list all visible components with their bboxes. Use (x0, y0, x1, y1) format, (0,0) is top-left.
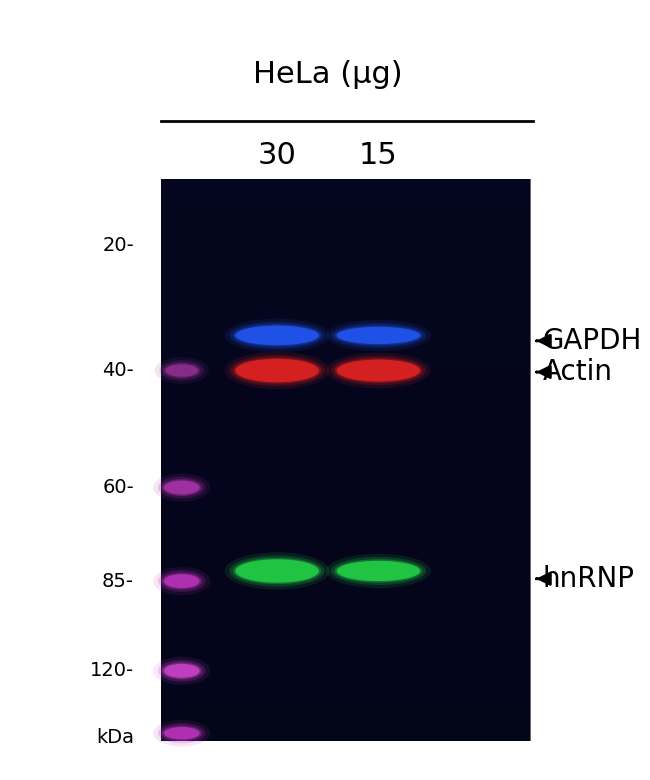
Ellipse shape (158, 723, 205, 743)
Ellipse shape (155, 357, 209, 384)
Ellipse shape (165, 364, 198, 377)
Text: 15: 15 (359, 141, 398, 171)
Text: 20-: 20- (102, 236, 134, 255)
Ellipse shape (229, 355, 325, 386)
Ellipse shape (337, 327, 420, 344)
Ellipse shape (337, 360, 420, 381)
Text: GAPDH: GAPDH (537, 327, 642, 355)
Ellipse shape (235, 559, 319, 583)
Ellipse shape (233, 357, 321, 384)
Ellipse shape (153, 473, 211, 502)
Bar (161, 179, 530, 741)
Ellipse shape (158, 660, 205, 682)
Ellipse shape (158, 477, 205, 498)
Ellipse shape (331, 323, 426, 348)
Ellipse shape (153, 567, 211, 595)
Ellipse shape (161, 479, 202, 496)
Text: 120-: 120- (90, 661, 134, 680)
Ellipse shape (235, 326, 319, 345)
Ellipse shape (163, 363, 201, 378)
Text: 60-: 60- (102, 478, 134, 497)
Text: 30: 30 (257, 141, 296, 171)
Ellipse shape (229, 555, 325, 587)
Ellipse shape (161, 662, 202, 679)
Ellipse shape (331, 356, 426, 385)
Ellipse shape (164, 727, 200, 739)
Ellipse shape (233, 324, 321, 346)
Ellipse shape (229, 321, 325, 349)
Ellipse shape (326, 353, 431, 388)
Text: kDa: kDa (96, 728, 134, 746)
Ellipse shape (161, 725, 202, 741)
Ellipse shape (164, 574, 200, 588)
Text: HeLa (μg): HeLa (μg) (253, 59, 402, 89)
Ellipse shape (334, 358, 422, 383)
Text: hnRNP: hnRNP (537, 565, 634, 593)
Text: Actin: Actin (537, 358, 612, 386)
Ellipse shape (337, 561, 420, 581)
Ellipse shape (334, 559, 422, 583)
Ellipse shape (326, 320, 431, 351)
Ellipse shape (225, 319, 330, 353)
Ellipse shape (334, 325, 422, 346)
Ellipse shape (159, 360, 204, 381)
Ellipse shape (158, 570, 205, 592)
Ellipse shape (164, 480, 200, 495)
Ellipse shape (326, 554, 431, 588)
Ellipse shape (164, 664, 200, 678)
Ellipse shape (153, 720, 211, 746)
Ellipse shape (235, 359, 319, 382)
Ellipse shape (161, 573, 202, 590)
Text: 85-: 85- (102, 572, 134, 590)
Ellipse shape (225, 552, 330, 590)
Text: 40-: 40- (102, 361, 134, 380)
Ellipse shape (233, 558, 321, 584)
Ellipse shape (331, 557, 426, 585)
Ellipse shape (225, 352, 330, 389)
Ellipse shape (153, 657, 211, 685)
